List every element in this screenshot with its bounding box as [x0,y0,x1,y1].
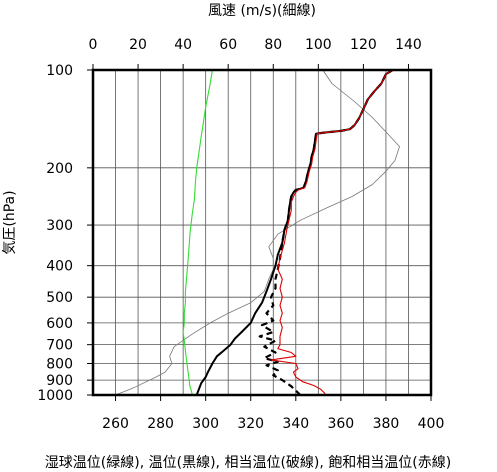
left-tick-label-300: 300 [46,218,73,234]
top-tick-label-140: 140 [395,37,422,53]
bottom-tick-label-320: 320 [237,416,264,432]
bottom-tick-label-400: 400 [418,416,445,432]
top-tick-label-20: 20 [129,37,147,53]
bottom-tick-label-380: 380 [373,416,400,432]
top-axis-ticks: 0 20 40 60 80 100 120 140 [89,37,422,70]
bottom-axis-title: 湿球温位(緑線), 温位(黒線), 相当温位(破線), 飽和相当温位(赤線) [45,454,451,471]
left-axis-title: 気圧(hPa) [2,190,18,254]
left-tick-label-400: 400 [46,259,73,275]
bottom-tick-label-280: 280 [147,416,174,432]
left-tick-label-900: 900 [46,373,73,389]
series-wet-bulb-theta [182,70,213,394]
bottom-tick-label-300: 300 [192,416,219,432]
top-tick-label-100: 100 [305,37,332,53]
left-tick-label-800: 800 [46,357,73,373]
left-tick-label-200: 200 [46,161,73,177]
left-tick-label-500: 500 [46,290,73,306]
top-tick-label-0: 0 [89,37,98,53]
bottom-axis-ticks: 260 280 300 320 340 360 380 400 [102,395,444,432]
top-tick-label-40: 40 [174,37,192,53]
series-equiv-theta [258,70,394,395]
series-wind-speed [115,70,400,395]
plot-frame [91,68,433,397]
bottom-tick-label-340: 340 [282,416,309,432]
top-tick-label-80: 80 [264,37,282,53]
left-tick-label-100: 100 [46,63,73,79]
bottom-tick-label-360: 360 [327,416,354,432]
left-tick-label-700: 700 [46,338,73,354]
left-tick-label-600: 600 [46,316,73,332]
top-tick-label-120: 120 [350,37,377,53]
top-tick-label-60: 60 [219,37,237,53]
plot-series [115,70,400,395]
left-tick-label-1000: 1000 [37,388,73,404]
grid [92,69,432,396]
top-axis-title: 風速 (m/s)(細線) [208,3,316,19]
bottom-tick-label-260: 260 [102,416,129,432]
series-sat-equiv-theta [270,70,393,394]
